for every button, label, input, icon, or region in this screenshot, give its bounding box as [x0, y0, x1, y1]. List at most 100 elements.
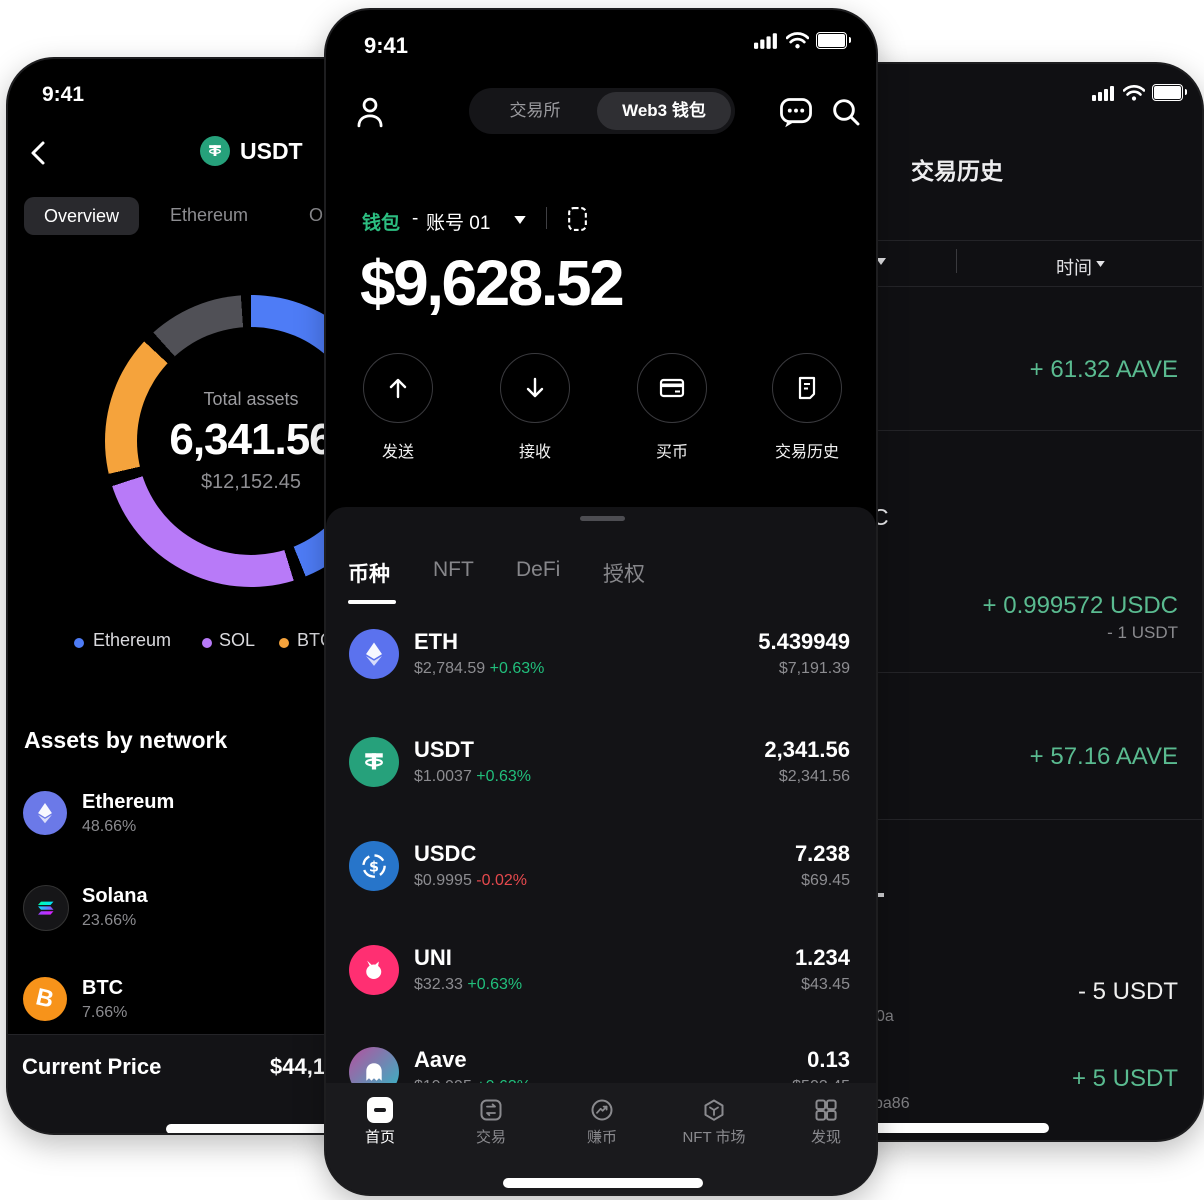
- account-name[interactable]: 账号 01: [426, 213, 491, 234]
- status-icons: [754, 32, 851, 49]
- token-symbol: USDT: [414, 737, 474, 762]
- tx-amount[interactable]: + 0.999572 USDC: [982, 592, 1178, 619]
- divider: [546, 207, 547, 229]
- receive-button[interactable]: [500, 353, 570, 423]
- tx-amount[interactable]: - 5 USDT: [1077, 978, 1178, 1005]
- send-button[interactable]: [363, 353, 433, 423]
- filter-divider: [956, 249, 957, 273]
- token-value: $2,341.56: [778, 768, 850, 785]
- chevron-down-icon[interactable]: [1096, 261, 1105, 267]
- home-indicator[interactable]: [166, 1124, 401, 1133]
- status-time: 9:41: [42, 83, 85, 106]
- token-amount: 1.234: [794, 945, 850, 970]
- signal-icon: [1092, 85, 1114, 101]
- receive-label[interactable]: 接收: [518, 444, 552, 461]
- token-change: +0.63%: [476, 768, 532, 785]
- battery-icon: [816, 32, 851, 49]
- signal-icon: [754, 33, 777, 49]
- tab-partial[interactable]: O: [309, 205, 324, 225]
- token-value: $7,191.39: [778, 660, 850, 677]
- history-button[interactable]: [772, 353, 842, 423]
- svg-text:$: $: [369, 859, 379, 875]
- page-title: USDT: [240, 138, 303, 164]
- ethereum-network-icon: [23, 791, 67, 835]
- tab-overview[interactable]: Overview: [24, 197, 139, 235]
- tab-coins[interactable]: 币种: [348, 563, 390, 586]
- legend-label-sol: SOL: [219, 630, 256, 650]
- token-price-line: $32.33 +0.63%: [414, 976, 522, 994]
- divider: [662, 819, 1202, 820]
- back-icon[interactable]: [26, 139, 52, 167]
- donut-center-label: Total assets: [203, 389, 299, 409]
- legend-label-ethereum: Ethereum: [93, 630, 172, 650]
- filter-caret-icon[interactable]: [876, 258, 886, 265]
- btc-network-icon: B: [23, 977, 67, 1021]
- search-icon[interactable]: [830, 96, 862, 128]
- network-name: Solana: [82, 885, 148, 907]
- time-filter[interactable]: 时间: [1056, 258, 1092, 278]
- wifi-icon: [1123, 84, 1145, 101]
- history-label[interactable]: 交易历史: [774, 444, 840, 461]
- legend-dot-sol: [202, 638, 212, 648]
- nav-trade[interactable]: 交易: [446, 1097, 536, 1147]
- buy-crypto-button[interactable]: [637, 353, 707, 423]
- eth-icon: [349, 629, 399, 679]
- buy-crypto-label[interactable]: 买币: [655, 444, 689, 461]
- section-title: Assets by network: [24, 727, 228, 753]
- account-separator: -: [412, 208, 419, 229]
- wifi-icon: [786, 32, 809, 49]
- token-price: $32.33: [414, 976, 463, 993]
- legend-dot-btc: [279, 638, 289, 648]
- nav-discover[interactable]: 发现: [781, 1097, 871, 1147]
- network-name: Ethereum: [82, 791, 175, 813]
- profile-icon[interactable]: [353, 94, 387, 130]
- home-indicator[interactable]: [503, 1178, 703, 1188]
- active-tab-underline: [348, 600, 396, 604]
- token-value: $43.45: [801, 976, 850, 993]
- tab-defi[interactable]: DeFi: [516, 558, 561, 581]
- tab-nft[interactable]: NFT: [433, 558, 474, 581]
- total-balance: $9,628.52: [360, 247, 625, 319]
- tab-exchange[interactable]: 交易所: [509, 101, 561, 120]
- usdt-icon: [349, 737, 399, 787]
- page-title: 交易历史: [911, 158, 1003, 184]
- tx-amount[interactable]: + 61.32 AAVE: [1029, 356, 1178, 383]
- nav-nft-market[interactable]: NFT 市场: [669, 1097, 759, 1147]
- scan-icon[interactable]: [565, 205, 590, 233]
- tx-amount[interactable]: + 5 USDT: [1071, 1065, 1178, 1092]
- network-name: BTC: [82, 977, 124, 999]
- token-price-line: $2,784.59 +0.63%: [414, 660, 544, 678]
- tab-web3-wallet[interactable]: Web3 钱包: [597, 92, 731, 130]
- current-price-label: Current Price: [22, 1054, 162, 1079]
- token-price: $1.0037: [414, 768, 472, 785]
- card-icon: [659, 378, 685, 398]
- divider: [662, 240, 1202, 241]
- asset-sheet: [326, 507, 876, 1194]
- center-phone: 9:41 交易所 Web3 钱包 钱包 - 账号 01: [324, 8, 878, 1196]
- nav-earn[interactable]: 赚币: [557, 1097, 647, 1147]
- segmented-control: 交易所 Web3 钱包: [469, 88, 735, 134]
- token-change: +0.63%: [467, 976, 523, 993]
- usdt-logo-icon: [200, 136, 230, 166]
- account-caret-icon[interactable]: [514, 216, 526, 224]
- token-amount: 0.13: [807, 1047, 850, 1072]
- token-amount: 7.238: [794, 841, 850, 866]
- network-share: 23.66%: [82, 912, 137, 929]
- bottom-nav: 首页 交易 赚币 NFT 市场 发现: [326, 1083, 876, 1194]
- tx-text-fragment: [877, 893, 884, 897]
- tx-amount[interactable]: + 57.16 AAVE: [1029, 743, 1178, 770]
- home-indicator[interactable]: [819, 1123, 1049, 1133]
- send-label[interactable]: 发送: [381, 444, 415, 461]
- tab-ethereum[interactable]: Ethereum: [170, 205, 249, 225]
- drag-handle[interactable]: [580, 516, 625, 521]
- token-price: $2,784.59: [414, 660, 486, 677]
- nav-label: NFT 市场: [682, 1129, 746, 1146]
- tab-approvals[interactable]: 授权: [603, 563, 645, 586]
- divider: [662, 430, 1202, 431]
- token-amount: 5.439949: [758, 629, 850, 654]
- nav-home[interactable]: 首页: [335, 1097, 425, 1147]
- arrow-down-icon: [526, 377, 544, 398]
- chat-icon[interactable]: [778, 94, 814, 130]
- nav-label: 赚币: [586, 1129, 617, 1146]
- arrow-up-icon: [389, 378, 407, 399]
